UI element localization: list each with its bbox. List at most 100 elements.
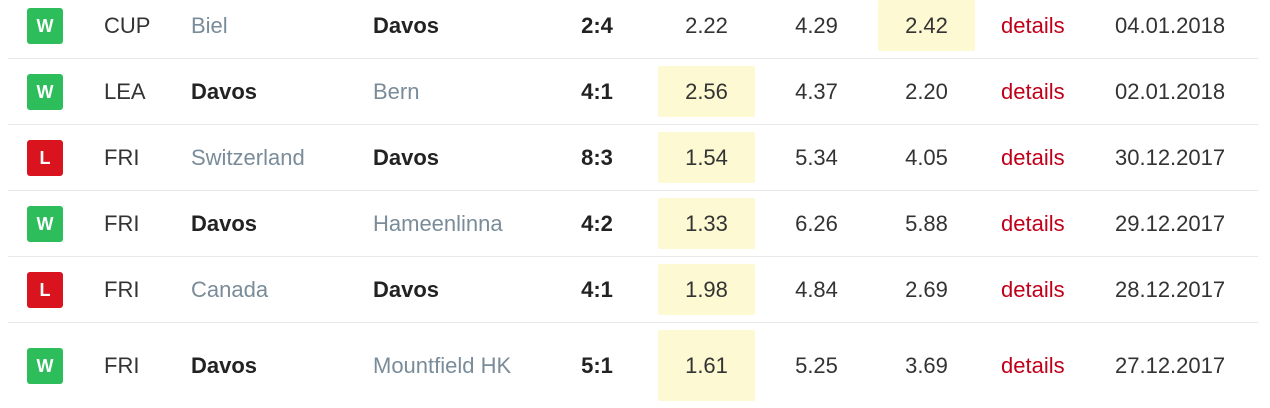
- competition-text: FRI: [104, 144, 140, 170]
- odds-home-text: 2.22: [685, 12, 728, 38]
- odds-away-text: 3.69: [905, 352, 948, 378]
- odds-draw: 4.37: [768, 59, 865, 124]
- home-team: Davos: [191, 191, 361, 256]
- score-text: 2:4: [581, 12, 613, 38]
- away-team: Hameenlinna: [373, 191, 523, 256]
- odds-draw: 6.26: [768, 191, 865, 256]
- match-row: W LEA Davos Bern 4:1 2.56 4.37 2.20 details 02.01…: [8, 59, 1258, 125]
- result-badge: W: [27, 323, 63, 408]
- odds-home-text: 1.61: [685, 352, 728, 378]
- score: 8:3: [567, 125, 627, 190]
- score-text: 4:1: [581, 78, 613, 104]
- home-team-text: Davos: [191, 78, 258, 104]
- match-date-text: 04.01.2018: [1115, 12, 1226, 38]
- competition: FRI: [104, 125, 139, 190]
- match-date: 28.12.2017: [1115, 257, 1225, 322]
- score: 4:2: [567, 191, 627, 256]
- odds-home: 1.61: [658, 323, 755, 408]
- match-row: W FRI Davos Hameenlinna 4:2 1.33 6.26 5.88 detai…: [8, 191, 1258, 257]
- odds-home-text: 1.98: [685, 276, 728, 302]
- match-row: W CUP Biel Davos 2:4 2.22 4.29 2.42 details 04.01…: [8, 0, 1258, 59]
- odds-draw-text: 4.37: [795, 78, 838, 104]
- result-badge: W: [27, 59, 63, 124]
- home-team-text: Canada: [191, 276, 269, 302]
- result-badge-text: W: [27, 205, 63, 242]
- odds-away: 4.05: [878, 125, 975, 190]
- odds-draw-text: 5.34: [795, 144, 838, 170]
- odds-away-text: 4.05: [905, 144, 948, 170]
- score-text: 8:3: [581, 144, 613, 170]
- odds-draw-text: 4.84: [795, 276, 838, 302]
- match-date: 02.01.2018: [1115, 59, 1225, 124]
- result-badge: L: [27, 125, 63, 190]
- home-team-text: Biel: [191, 12, 228, 38]
- away-team-text: Bern: [373, 78, 420, 104]
- away-team: Mountfield HK: [373, 323, 523, 408]
- result-badge-text: W: [27, 7, 63, 44]
- away-team: Davos: [373, 0, 523, 58]
- odds-draw-text: 5.25: [795, 352, 838, 378]
- odds-away: 2.42: [878, 0, 975, 58]
- odds-draw: 4.84: [768, 257, 865, 322]
- home-team: Biel: [191, 0, 361, 58]
- odds-home: 1.33: [658, 191, 755, 256]
- odds-home: 1.54: [658, 125, 755, 190]
- odds-home: 1.98: [658, 257, 755, 322]
- score: 2:4: [567, 0, 627, 58]
- odds-away-text: 5.88: [905, 210, 948, 236]
- home-team-text: Davos: [191, 210, 258, 236]
- details-link[interactable]: details: [1001, 125, 1065, 190]
- result-badge: W: [27, 191, 63, 256]
- home-team: Davos: [191, 59, 361, 124]
- details-link-text[interactable]: details: [1001, 352, 1065, 378]
- odds-draw-text: 6.26: [795, 210, 838, 236]
- odds-away-text: 2.69: [905, 276, 948, 302]
- home-team: Canada: [191, 257, 361, 322]
- competition-text: CUP: [104, 12, 151, 38]
- result-badge: L: [27, 257, 63, 322]
- away-team: Davos: [373, 125, 523, 190]
- details-link[interactable]: details: [1001, 191, 1065, 256]
- details-link[interactable]: details: [1001, 59, 1065, 124]
- details-link-text[interactable]: details: [1001, 12, 1065, 38]
- odds-home-text: 2.56: [685, 78, 728, 104]
- competition-text: FRI: [104, 276, 140, 302]
- score-text: 4:1: [581, 276, 613, 302]
- competition-text: FRI: [104, 352, 140, 378]
- score: 4:1: [567, 257, 627, 322]
- details-link[interactable]: details: [1001, 257, 1065, 322]
- competition: LEA: [104, 59, 146, 124]
- competition: FRI: [104, 191, 139, 256]
- match-date-text: 02.01.2018: [1115, 78, 1226, 104]
- result-badge-text: W: [27, 347, 63, 384]
- details-link[interactable]: details: [1001, 323, 1065, 408]
- match-date-text: 30.12.2017: [1115, 144, 1226, 170]
- match-date: 29.12.2017: [1115, 191, 1225, 256]
- score-text: 4:2: [581, 210, 613, 236]
- match-date: 27.12.2017: [1115, 323, 1225, 408]
- match-date: 30.12.2017: [1115, 125, 1225, 190]
- match-row: W FRI Davos Mountfield HK 5:1 1.61 5.25 3.69 det…: [8, 323, 1258, 408]
- details-link-text[interactable]: details: [1001, 210, 1065, 236]
- home-team-text: Switzerland: [191, 144, 305, 170]
- match-row: L FRI Switzerland Davos 8:3 1.54 5.34 4.05 detai…: [8, 125, 1258, 191]
- score: 4:1: [567, 59, 627, 124]
- away-team: Davos: [373, 257, 523, 322]
- odds-away-text: 2.42: [905, 12, 948, 38]
- match-row: L FRI Canada Davos 4:1 1.98 4.84 2.69 details 28.…: [8, 257, 1258, 323]
- details-link[interactable]: details: [1001, 0, 1065, 58]
- details-link-text[interactable]: details: [1001, 276, 1065, 302]
- details-link-text[interactable]: details: [1001, 78, 1065, 104]
- odds-home: 2.56: [658, 59, 755, 124]
- away-team-text: Davos: [373, 12, 440, 38]
- odds-away: 3.69: [878, 323, 975, 408]
- competition-text: LEA: [104, 78, 146, 104]
- home-team: Davos: [191, 323, 361, 408]
- details-link-text[interactable]: details: [1001, 144, 1065, 170]
- competition: CUP: [104, 0, 150, 58]
- match-date: 04.01.2018: [1115, 0, 1225, 58]
- away-team-text: Mountfield HK: [373, 352, 512, 378]
- odds-away-text: 2.20: [905, 78, 948, 104]
- odds-draw: 5.34: [768, 125, 865, 190]
